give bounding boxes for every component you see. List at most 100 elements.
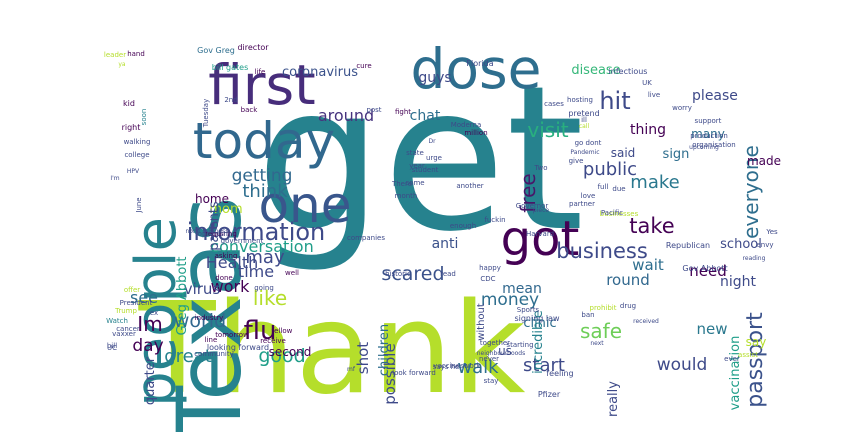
word-quarter: quarter [143, 356, 158, 405]
word-walk: walk [457, 357, 499, 378]
word-two: Two [533, 164, 547, 172]
word-leader: leader [104, 51, 126, 59]
word-requiring: requiring [205, 230, 237, 238]
word-urge: urge [426, 154, 442, 162]
word-governor: Governor [516, 202, 549, 210]
word-received: received [633, 318, 659, 325]
word-need: need [689, 262, 727, 280]
word-sports: Sports [517, 306, 540, 314]
word-production: production [690, 132, 728, 140]
word-receive: receive [260, 337, 286, 345]
word-looking-forward: looking forward [207, 343, 269, 352]
word-children: children [377, 324, 392, 376]
word-vaxxer: vaxxer [112, 330, 136, 338]
word-president: President [120, 299, 153, 307]
word-happy: happy [479, 264, 501, 272]
word-post: post [366, 106, 381, 114]
word-home: home [195, 192, 229, 206]
word-hit: hit [599, 87, 630, 115]
word-optimism: optimism [198, 230, 231, 238]
word-greg-abbott: Greg Abbott [175, 256, 190, 335]
word-month: month [395, 192, 418, 200]
word-vaccineswork: vaccineswork [433, 362, 481, 370]
word-ya: ya [118, 61, 126, 68]
word-cancer: cancer [116, 325, 140, 333]
word-see: see [130, 288, 158, 307]
word-ex: ex [150, 309, 158, 317]
word-dose: dose [410, 37, 541, 101]
word-night: night [720, 274, 757, 290]
word-got: got [501, 211, 580, 267]
word-mf: mf [347, 366, 356, 373]
word-college: college [124, 151, 149, 159]
word-i-m: I'm [110, 175, 119, 182]
word-flu: flu [244, 316, 277, 346]
word-school: school [720, 237, 762, 252]
word-support: support [695, 117, 722, 125]
word-shot: shot [354, 342, 372, 374]
word-read: read [440, 270, 456, 278]
word-life: life [255, 68, 266, 76]
word-million: million [464, 129, 487, 137]
word-love: love [581, 192, 596, 200]
word-made: made [747, 154, 781, 168]
word-great: great [164, 346, 212, 367]
word-cure: cure [356, 62, 371, 70]
word-trump: Trump [114, 307, 137, 315]
word-bill: bill [107, 342, 117, 350]
word-right: right [122, 123, 141, 132]
word-harvard: Harvard [526, 230, 554, 238]
word-time: time [238, 262, 274, 281]
word-year: year [409, 162, 425, 170]
word-walking: walking [124, 138, 151, 146]
word-florida: Florida [466, 59, 493, 68]
word-anti: anti [432, 236, 459, 252]
word-pretend: pretend [568, 109, 599, 118]
word-gov-abbott: Gov Abbott [682, 264, 727, 273]
word-starting: starting [506, 341, 533, 349]
word-disease: disease [571, 63, 620, 78]
word-get: get [256, 43, 584, 276]
word-prohibit: prohibit [590, 304, 617, 312]
word-ever: ever [724, 355, 740, 363]
word-public: public [583, 159, 637, 180]
word-pfizer: Pfizer [538, 390, 561, 399]
word-hpv: HPV [127, 168, 140, 175]
word-think: think [242, 181, 288, 202]
word-really: really [606, 381, 621, 417]
word-offer: offer [124, 286, 140, 294]
word-sign: sign [663, 147, 690, 162]
word-none-business: none business [185, 228, 228, 235]
word-next: next [590, 340, 604, 347]
word-says-he: says he [433, 363, 460, 371]
word-student: student [412, 166, 439, 174]
word-another: another [456, 182, 483, 190]
word-without: without [476, 303, 487, 341]
word-fuckin: fuckin [484, 216, 505, 224]
word-government: government [221, 237, 264, 245]
word-possible: possible [381, 343, 399, 404]
word-tomorrow: tomorrow [215, 331, 249, 339]
word-back: back [241, 106, 259, 114]
word-day: day [132, 336, 163, 356]
word-guys: guys [418, 70, 451, 86]
word-virus: virus [184, 280, 221, 298]
word-free: free [516, 173, 540, 212]
word-good: good [258, 345, 305, 367]
word-uc: UC [107, 344, 117, 352]
word-pandemic: Pandemic [570, 149, 599, 156]
word-conversation: conversation [210, 237, 313, 256]
word-due: due [612, 185, 625, 193]
word-would: would [657, 355, 708, 375]
word-first: first [208, 53, 315, 117]
word-together: together [480, 339, 510, 347]
word-wait: wait [632, 256, 664, 274]
word-yes: Yes [765, 228, 778, 236]
word-people: people [124, 217, 189, 407]
word-live: live [648, 91, 660, 99]
word-visit: visit [527, 118, 568, 142]
word-line: line [205, 336, 218, 344]
word-drug: drug [620, 302, 636, 310]
word-many: many [691, 127, 725, 141]
